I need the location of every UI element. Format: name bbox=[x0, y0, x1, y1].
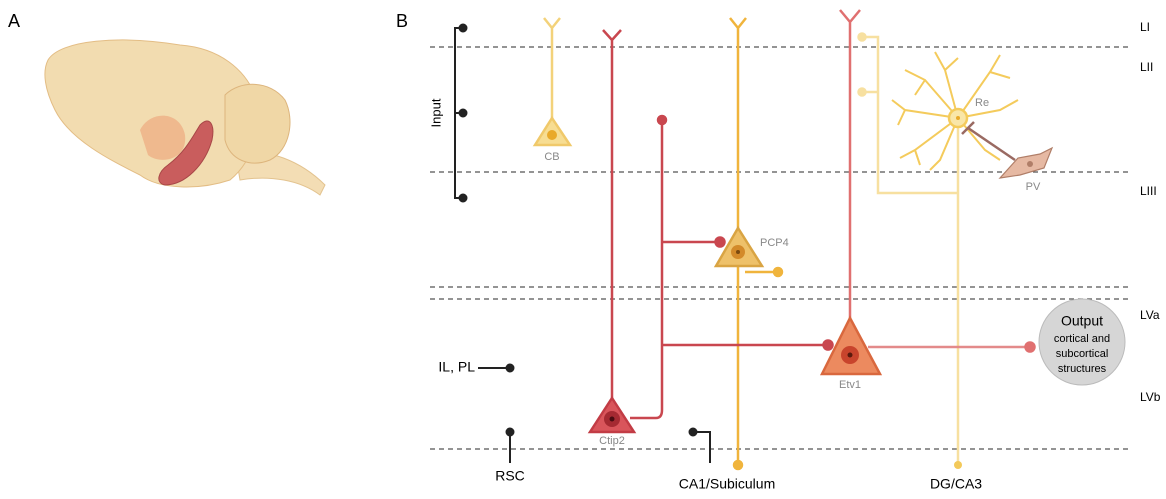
cell-label: Ctip2 bbox=[599, 435, 625, 447]
layer-label: LVb bbox=[1140, 390, 1161, 404]
output-title: Output bbox=[1061, 313, 1103, 329]
cell-label: PCP4 bbox=[760, 237, 789, 249]
pv-neuron bbox=[961, 121, 1054, 179]
layer-label: LIII bbox=[1140, 184, 1157, 198]
etv1-neuron bbox=[819, 9, 1036, 376]
ctip2-neuron bbox=[587, 29, 834, 434]
input-label: IL, PL bbox=[438, 359, 475, 375]
cell-label: Re bbox=[975, 97, 989, 109]
re-neuron bbox=[857, 32, 1019, 469]
output-circle bbox=[1038, 298, 1126, 386]
input-label: Input bbox=[428, 98, 443, 127]
input-label: CA1/Subiculum bbox=[679, 476, 776, 492]
cell-label: CB bbox=[544, 151, 559, 163]
output-text: structures bbox=[1058, 363, 1107, 375]
brain bbox=[44, 39, 326, 196]
pcp4-neuron bbox=[713, 17, 784, 471]
panel-label: A bbox=[8, 11, 20, 31]
output-text: subcortical bbox=[1056, 348, 1109, 360]
cell-label: Etv1 bbox=[839, 379, 861, 391]
cell-label: PV bbox=[1026, 181, 1041, 193]
layer-label: LI bbox=[1140, 20, 1150, 34]
output-text: cortical and bbox=[1054, 333, 1110, 345]
cb-neuron bbox=[532, 17, 573, 147]
input-bracket bbox=[454, 23, 468, 203]
layer-label: LII bbox=[1140, 60, 1153, 74]
panel-label: B bbox=[396, 11, 408, 31]
layer-label: LVa bbox=[1140, 308, 1160, 322]
input-label: DG/CA3 bbox=[930, 476, 982, 492]
input-label: RSC bbox=[495, 468, 525, 484]
input-lines bbox=[478, 363, 711, 463]
